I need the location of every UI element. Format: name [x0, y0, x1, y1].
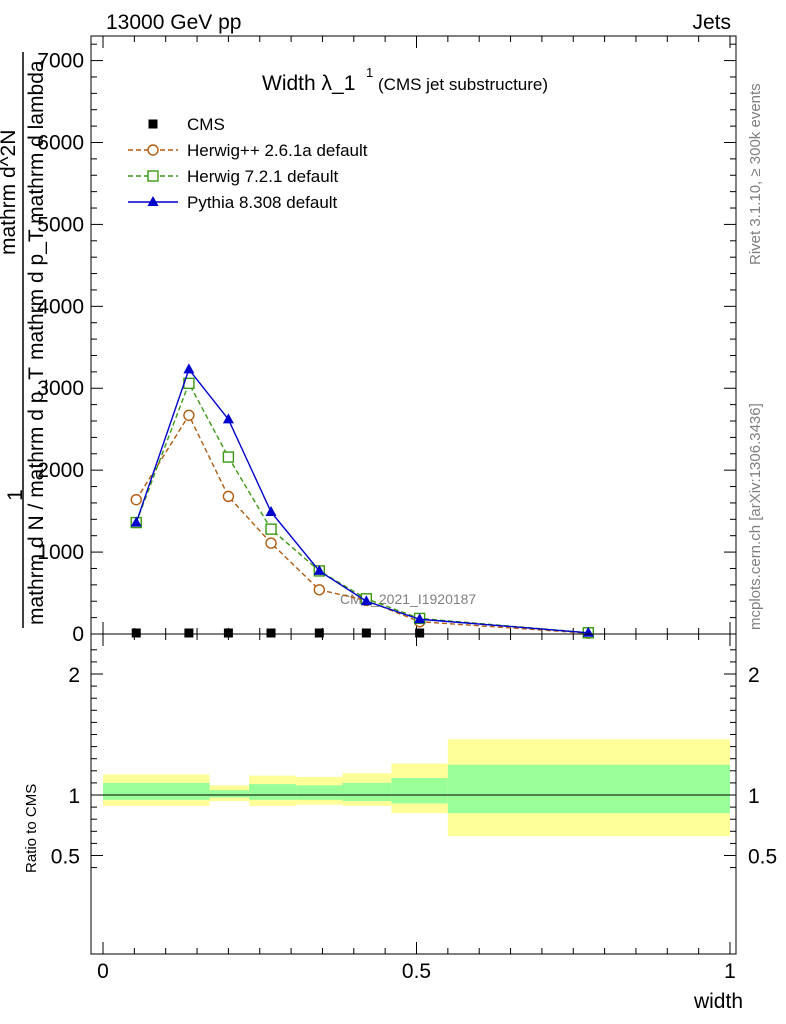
ratio-y-tick-label-left: 2 — [68, 664, 80, 687]
data-point — [313, 564, 325, 575]
series-cms — [131, 628, 593, 638]
title: Width λ_1 1 (CMS jet substructure) — [262, 65, 548, 95]
main-y-tick-label: 4000 — [37, 295, 84, 318]
ratio-band-inner — [342, 782, 392, 802]
ratio-frame — [90, 633, 737, 955]
data-point — [361, 628, 371, 638]
mcplots-label: mcplots.cern.ch [arXiv:1306.3436] — [747, 403, 764, 630]
rivet-label: Rivet 3.1.10, ≥ 300k events — [747, 83, 764, 265]
data-point — [130, 493, 142, 506]
legend-marker — [148, 119, 158, 129]
main-y-zero-label: 0 — [72, 623, 84, 646]
header-right: Jets — [692, 11, 731, 34]
ylabel-numerator: mathrm d^2N — [0, 130, 20, 255]
data-point — [131, 628, 141, 638]
ratio-y-tick-label-right: 1 — [748, 785, 760, 808]
x-axis-label: width — [693, 990, 743, 1013]
main-y-tick-label: 7000 — [37, 50, 84, 73]
data-point — [222, 413, 234, 424]
ratio-band-inner — [296, 785, 343, 800]
x-tick-label: 0.5 — [402, 960, 431, 983]
legend: CMS Herwig++ 2.6.1a default Herwig 7.2.1… — [128, 115, 368, 212]
series-line — [135, 367, 589, 634]
x-tick-label: 1 — [724, 960, 736, 983]
data-point — [265, 505, 277, 516]
legend-markers — [128, 119, 178, 206]
legend-marker — [147, 170, 159, 182]
data-point — [265, 537, 277, 549]
ratio-y-tick-label-left: 0.5 — [51, 846, 80, 869]
data-point — [360, 595, 372, 606]
ylabel-tail: mathrm d p_T mathrm d lambda — [25, 60, 48, 360]
main-y-tick-label: 2000 — [37, 459, 84, 482]
series-layer — [130, 363, 594, 639]
data-point — [414, 613, 426, 624]
legend-marker — [147, 196, 159, 206]
data-point — [222, 490, 235, 503]
legend-label-pythia: Pythia 8.308 default — [187, 193, 338, 212]
data-point — [266, 628, 276, 638]
ratio-band-inner — [209, 790, 250, 798]
ratio-y-ticks: 0.5 0.5 1 1 2 2 — [51, 649, 777, 869]
ylabel-denominator: mathrm d N / mathrm d p_T — [25, 367, 48, 625]
legend-label-herwig-new: Herwig 7.2.1 default — [187, 167, 338, 186]
ratio-y-tick-label-right: 2 — [748, 664, 760, 687]
ylabel-prefix: 1 — [4, 489, 27, 501]
header-left: 13000 GeV pp — [106, 11, 241, 34]
data-point — [223, 628, 233, 638]
data-point — [222, 451, 235, 463]
series-pythia-8-308-default — [130, 363, 594, 637]
y-axis-label: 1 mathrm d^2N mathrm d N / mathrm d p_T … — [0, 52, 48, 628]
main-y-tick-label: 6000 — [37, 131, 84, 154]
main-y-tick-label: 1000 — [37, 541, 84, 564]
data-point — [184, 628, 194, 638]
ratio-band-inner — [249, 784, 297, 800]
data-point — [183, 409, 195, 421]
ratio-bands — [103, 739, 730, 837]
x-tick-label: 0 — [97, 960, 109, 983]
ratio-band-inner — [103, 782, 210, 800]
data-point — [265, 523, 277, 535]
legend-label-herwig-old: Herwig++ 2.6.1a default — [187, 141, 368, 160]
data-point — [415, 628, 425, 638]
ratio-band-inner — [447, 764, 730, 814]
legend-label-cms: CMS — [187, 115, 225, 134]
series-line — [135, 381, 589, 634]
main-y-tick-label: 5000 — [37, 213, 84, 236]
title-main: Width λ_1 — [262, 72, 355, 95]
title-superscript: 1 — [366, 65, 373, 80]
main-y-ticks: 1000 2000 3000 4000 5000 6000 7000 0 — [37, 43, 736, 646]
data-point — [313, 584, 326, 596]
data-point — [314, 628, 324, 638]
title-sub: (CMS jet substructure) — [378, 75, 548, 94]
ratio-y-tick-label-right: 0.5 — [748, 846, 777, 869]
legend-marker — [147, 144, 159, 156]
x-axis: 0 0.5 1 — [97, 634, 736, 983]
main-y-tick-label: 3000 — [37, 377, 84, 400]
ratio-band-inner — [391, 778, 448, 804]
data-point — [183, 363, 195, 374]
ratio-y-tick-label-left: 1 — [68, 785, 80, 808]
ratio-ylabel: Ratio to CMS — [23, 784, 40, 873]
series-line — [135, 413, 589, 634]
data-point — [130, 516, 142, 527]
